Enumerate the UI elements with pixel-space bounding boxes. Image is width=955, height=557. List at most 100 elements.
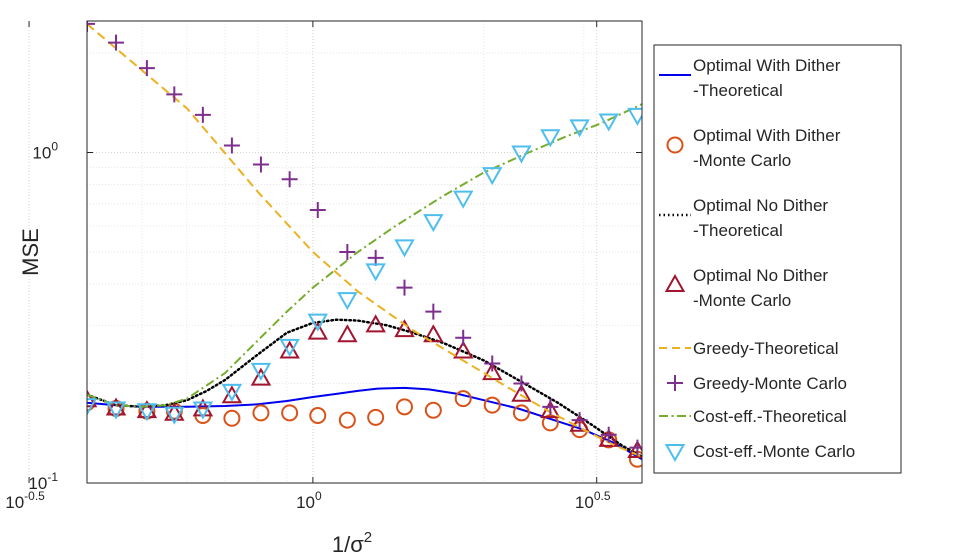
data-point [337, 292, 358, 311]
data-point-shape [309, 201, 326, 218]
data-point-shape [512, 404, 530, 422]
data-point-shape [250, 367, 272, 386]
data-point [281, 171, 298, 188]
data-point-shape [513, 375, 530, 392]
data-point [598, 428, 619, 447]
data-point-shape [629, 439, 642, 456]
data-point-shape [87, 21, 95, 32]
plot-frame [86, 20, 643, 484]
legend-item-2: Optimal No Dither -Theoretical [659, 196, 828, 240]
legend-label: -Theoretical [693, 81, 783, 100]
data-point-shape [337, 324, 358, 343]
data-point [542, 398, 559, 415]
data-point [221, 385, 243, 404]
legend-label: -Monte Carlo [693, 291, 791, 310]
data-point-shape [136, 403, 158, 422]
data-point [600, 426, 617, 443]
data-point-shape [540, 129, 561, 148]
legend-item-5: Greedy-Monte Carlo [667, 374, 847, 393]
legend-item-6: Cost-eff.-Theoretical [659, 407, 847, 426]
series-5 [87, 21, 642, 456]
data-point-shape [279, 338, 300, 357]
data-point-shape [600, 426, 617, 443]
data-point [279, 338, 300, 357]
data-point [136, 403, 158, 422]
data-point [223, 409, 241, 427]
data-point [512, 404, 530, 422]
data-point [511, 383, 532, 402]
legend-box [653, 44, 902, 474]
data-point [483, 396, 501, 414]
x-axis-ticks: 10-0.5 100 100.5 [5, 21, 611, 512]
data-point-shape [252, 404, 270, 422]
legend-item-4: Greedy-Theoretical [659, 339, 839, 358]
data-point [192, 398, 214, 417]
data-point [105, 401, 127, 420]
data-point-shape [108, 34, 125, 51]
x-tick-label-exp: -0.5 [24, 489, 45, 503]
legend-label: Greedy-Theoretical [693, 339, 839, 358]
data-point-shape [482, 167, 503, 186]
data-point [108, 34, 125, 51]
data-point [309, 407, 327, 425]
series-3 [87, 314, 642, 458]
x-tick-label-base: 10 [575, 493, 594, 512]
legend-label: -Monte Carlo [693, 151, 791, 170]
legend-marker-sample [666, 136, 684, 154]
data-point [365, 263, 386, 282]
data-point-shape [221, 385, 243, 404]
data-point [136, 400, 158, 419]
data-point [339, 244, 356, 260]
data-point-shape [425, 303, 442, 320]
legend-item-3: Optimal No Dither -Monte Carlo [664, 266, 828, 310]
data-point [164, 402, 185, 421]
data-point-shape [423, 214, 444, 233]
legend-marker-sample-shape [664, 273, 686, 292]
x-axis-label-sup: 2 [364, 529, 372, 546]
legend-label: Optimal With Dither [693, 126, 841, 145]
data-point [221, 383, 243, 402]
data-point-shape [395, 398, 413, 416]
data-point-shape [598, 428, 619, 447]
data-point-shape [309, 407, 327, 425]
data-point-shape [250, 362, 272, 381]
data-point [482, 167, 503, 186]
legend-marker-sample-shape [667, 375, 683, 391]
data-point [424, 401, 442, 419]
x-tick-label-base: 10 [296, 493, 315, 512]
legend-label: Greedy-Monte Carlo [693, 374, 847, 393]
data-point [455, 329, 472, 346]
series-line [87, 103, 642, 408]
data-point [166, 86, 183, 103]
data-point-shape [484, 355, 501, 372]
data-point-shape [279, 340, 300, 359]
x-tick-label: 100.5 [575, 489, 611, 512]
data-point-shape [138, 60, 155, 77]
data-point-shape [569, 119, 590, 138]
data-point [309, 201, 326, 218]
data-point [105, 397, 127, 416]
x-tick-label-exp: 0 [315, 489, 322, 503]
data-point-shape [452, 190, 474, 209]
data-point [138, 60, 155, 77]
data-point [307, 321, 328, 340]
legend-marker-sample [664, 444, 686, 463]
data-point [511, 145, 532, 164]
data-point-shape [511, 383, 532, 402]
legend-label: -Theoretical [693, 221, 783, 240]
data-point [629, 439, 642, 456]
y-tick-label-exp: 0 [51, 140, 58, 154]
data-point-shape [423, 324, 444, 343]
legend-label: Cost-eff.-Theoretical [693, 407, 847, 426]
data-point-shape [194, 106, 211, 123]
data-point [223, 137, 240, 154]
legend-marker-sample-shape [666, 136, 684, 154]
data-point-shape [367, 249, 384, 266]
data-point-shape [598, 113, 619, 132]
data-point-shape [511, 145, 532, 164]
data-point [281, 404, 299, 422]
data-point-shape [164, 402, 185, 421]
